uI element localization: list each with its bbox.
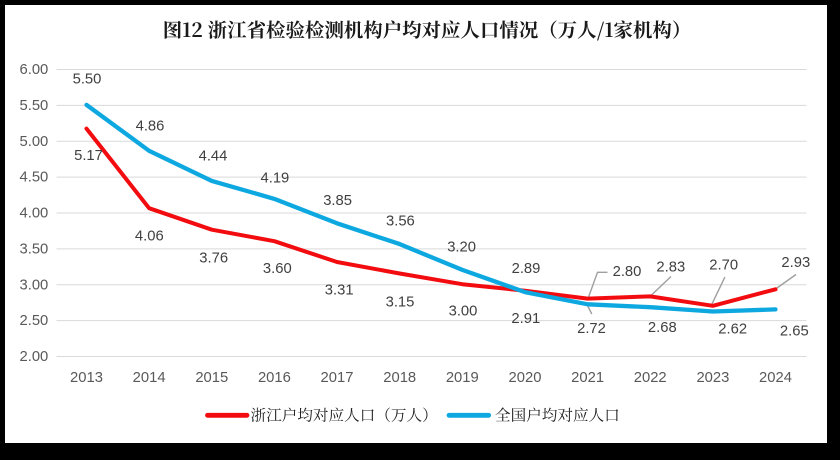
svg-text:4.50: 4.50: [19, 170, 48, 186]
svg-text:3.85: 3.85: [323, 193, 352, 209]
svg-text:2018: 2018: [383, 370, 416, 386]
svg-text:5.17: 5.17: [74, 148, 103, 164]
svg-text:2024: 2024: [759, 370, 792, 386]
svg-text:5.00: 5.00: [19, 134, 48, 150]
svg-text:3.15: 3.15: [386, 294, 415, 310]
svg-text:2017: 2017: [321, 370, 354, 386]
svg-text:2020: 2020: [509, 370, 542, 386]
svg-text:2015: 2015: [195, 370, 228, 386]
svg-text:2022: 2022: [634, 370, 667, 386]
svg-text:3.31: 3.31: [325, 282, 354, 298]
svg-text:3.00: 3.00: [449, 304, 478, 320]
svg-text:4.00: 4.00: [19, 206, 48, 222]
svg-text:4.19: 4.19: [260, 171, 289, 187]
svg-text:3.60: 3.60: [263, 261, 292, 277]
svg-text:2.62: 2.62: [718, 321, 747, 337]
svg-text:2014: 2014: [133, 370, 166, 386]
svg-text:3.56: 3.56: [386, 213, 415, 229]
svg-text:5.50: 5.50: [19, 98, 48, 114]
svg-text:4.44: 4.44: [199, 149, 228, 165]
svg-text:3.20: 3.20: [447, 239, 476, 255]
svg-text:2019: 2019: [446, 370, 479, 386]
svg-text:2.72: 2.72: [577, 321, 606, 337]
svg-text:5.50: 5.50: [73, 72, 102, 88]
svg-text:2.93: 2.93: [781, 255, 810, 271]
svg-text:2.68: 2.68: [648, 320, 677, 336]
svg-text:2.70: 2.70: [709, 258, 738, 274]
svg-text:2013: 2013: [70, 370, 103, 386]
svg-text:4.06: 4.06: [135, 229, 164, 245]
svg-text:4.86: 4.86: [136, 118, 165, 134]
svg-text:2.80: 2.80: [613, 264, 642, 280]
svg-text:3.50: 3.50: [19, 242, 48, 258]
svg-text:2023: 2023: [696, 370, 729, 386]
svg-text:2.89: 2.89: [512, 261, 541, 277]
svg-text:2.91: 2.91: [511, 311, 540, 327]
svg-text:2.50: 2.50: [19, 313, 48, 329]
svg-text:2021: 2021: [571, 370, 604, 386]
svg-text:3.76: 3.76: [199, 250, 228, 266]
svg-text:2.65: 2.65: [780, 324, 809, 340]
svg-text:6.00: 6.00: [19, 62, 48, 78]
svg-text:2.00: 2.00: [19, 349, 48, 365]
svg-text:2.83: 2.83: [656, 260, 685, 276]
svg-text:2016: 2016: [258, 370, 291, 386]
svg-text:3.00: 3.00: [19, 277, 48, 293]
